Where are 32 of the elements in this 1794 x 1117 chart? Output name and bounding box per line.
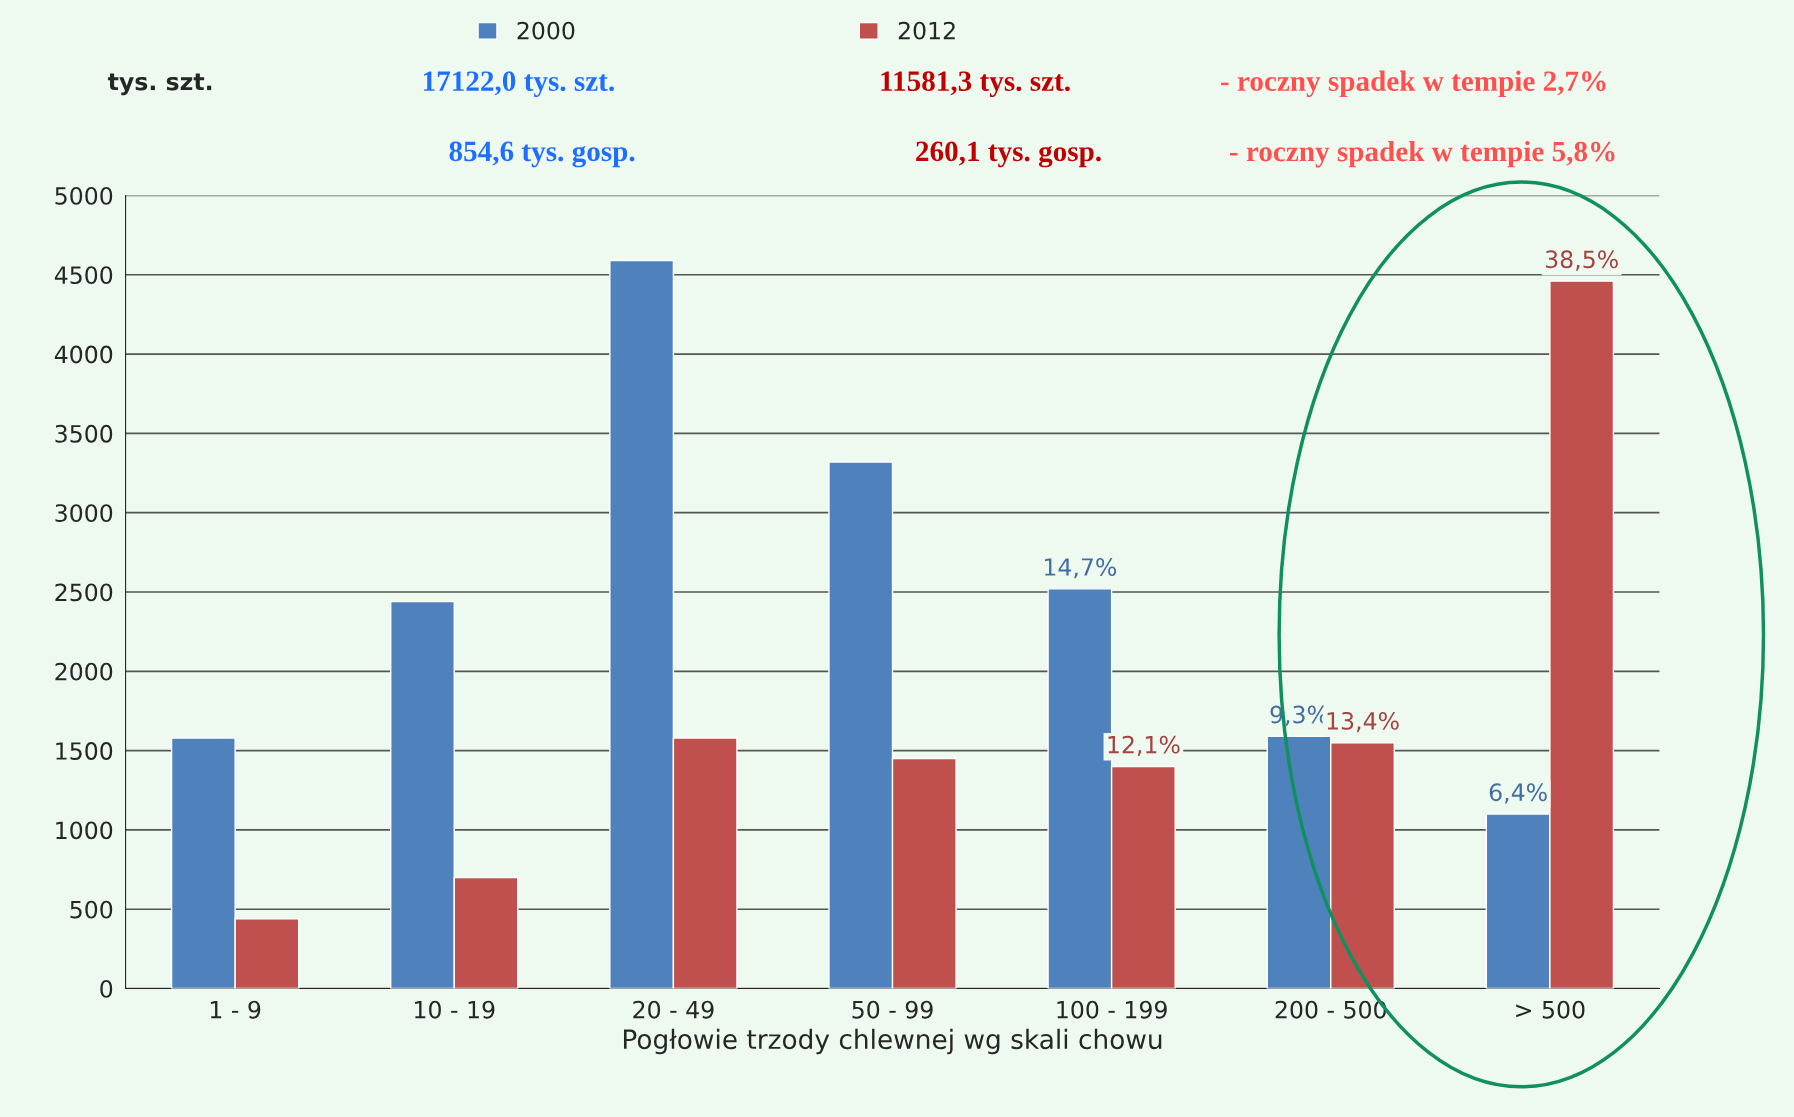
y-tick-label: 5000 — [55, 186, 113, 205]
x-tick-label: 100 - 199 — [1057, 1000, 1167, 1019]
text: - roczny spadek w tempie 5,8% — [1229, 140, 1615, 168]
text: 260,1 tys. gosp. — [916, 141, 1101, 168]
annotation: 14,7% — [1044, 558, 1117, 579]
y-tick-label: 4500 — [54, 266, 113, 285]
x-tick-label: > 500 — [1516, 1000, 1585, 1019]
y-tick-label: 0 — [100, 979, 113, 998]
annotation: 13,4% — [1327, 711, 1399, 733]
x-tick-label: 50 - 99 — [852, 1000, 933, 1019]
y-tick-label: 2500 — [55, 583, 113, 602]
legend-label: 2000 — [517, 21, 575, 40]
annotation: 38,5% — [1545, 250, 1618, 271]
annotation: 12,1% — [1108, 735, 1180, 756]
x-tick-label: 1 - 9 — [210, 1000, 261, 1019]
x-axis-title: Pogłowie trzody chlewnej wg skali chowu — [623, 1028, 1162, 1055]
y-tick-label: 500 — [70, 900, 113, 919]
x-tick-label: 20 - 49 — [633, 1000, 714, 1019]
text: 11581,3 tys. szt. — [881, 71, 1070, 97]
y-tick-label: 3500 — [55, 424, 113, 443]
y-axis-title: tys. szt. — [107, 73, 212, 96]
y-tick-label: 4000 — [54, 345, 113, 364]
y-tick-label: 1500 — [56, 742, 113, 760]
text: 854,6 tys. gosp. — [449, 141, 635, 168]
legend-label: 2012 — [898, 21, 955, 40]
text: 17122,0 tys. szt. — [423, 71, 614, 97]
y-tick-label: 3000 — [55, 504, 113, 523]
x-tick-label: 10 - 19 — [415, 1000, 495, 1019]
text: - roczny spadek w tempie 2,7% — [1220, 70, 1606, 98]
y-tick-label: 1000 — [56, 821, 113, 840]
y-tick-label: 2000 — [55, 662, 113, 681]
annotation: 6,4% — [1489, 783, 1547, 804]
